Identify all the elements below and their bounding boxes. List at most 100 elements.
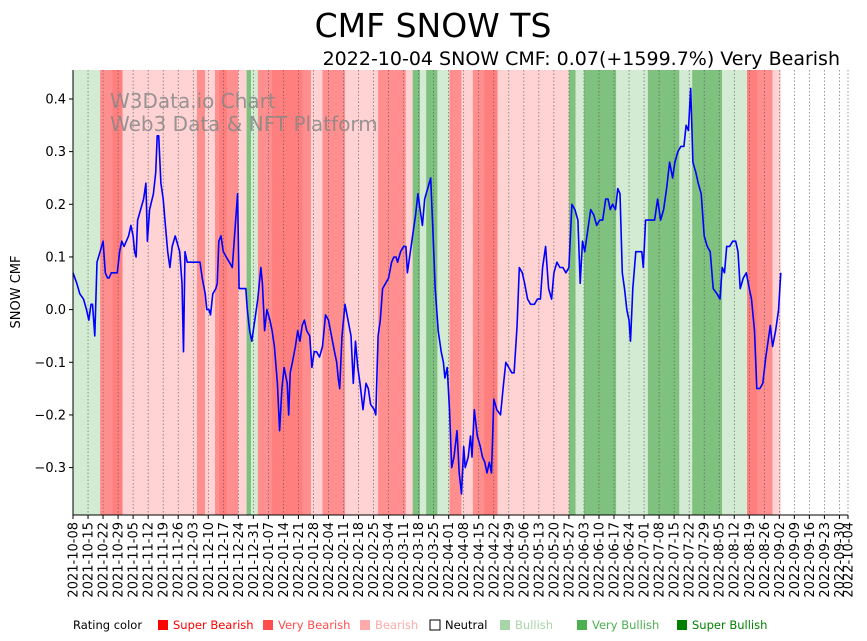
y-tick-label: 0.3 bbox=[45, 145, 66, 160]
band-bearish bbox=[311, 70, 323, 515]
band-bearish bbox=[772, 70, 781, 515]
band-very_bullish bbox=[412, 70, 421, 515]
x-tick-label: 2021-10-22 bbox=[97, 522, 112, 598]
x-tick-label: 2022-03-11 bbox=[397, 522, 412, 598]
legend-swatch-very_bullish bbox=[577, 620, 587, 630]
band-very_bearish bbox=[472, 70, 485, 515]
x-tick-label: 2022-07-01 bbox=[638, 522, 653, 598]
x-tick-label: 2021-12-24 bbox=[232, 522, 247, 598]
x-tick-label: 2022-02-04 bbox=[322, 522, 337, 598]
legend-swatch-neutral bbox=[429, 619, 441, 631]
x-tick-label: 2022-05-20 bbox=[547, 522, 562, 598]
x-tick-label: 2022-04-01 bbox=[442, 522, 457, 598]
x-tick-label: 2022-07-29 bbox=[698, 522, 713, 598]
legend-title: Rating color bbox=[73, 618, 142, 632]
series-layer bbox=[72, 87, 782, 495]
week-gridlines bbox=[72, 70, 849, 515]
series-line bbox=[72, 87, 782, 495]
x-tick-label: 2022-07-15 bbox=[668, 522, 683, 598]
x-tick-label: 2022-08-26 bbox=[758, 522, 773, 598]
x-tick-label: 2022-02-25 bbox=[367, 522, 382, 598]
y-tick-label: 0.4 bbox=[45, 92, 66, 107]
watermark-line-1: W3Data.io Chart bbox=[110, 89, 276, 113]
x-tick-label: 2022-03-04 bbox=[382, 522, 397, 598]
x-tick-label: 2022-09-16 bbox=[803, 522, 818, 598]
chart-title: CMF SNOW TS bbox=[315, 6, 552, 45]
legend-label-very_bullish: Very Bullish bbox=[592, 618, 659, 632]
band-bullish bbox=[437, 70, 450, 515]
band-super_bearish bbox=[747, 70, 758, 515]
band-very_bullish bbox=[426, 70, 438, 515]
x-tick-label: 2022-07-22 bbox=[683, 522, 698, 598]
x-tick-label: 2022-09-09 bbox=[788, 522, 803, 598]
watermark: W3Data.io Chart Web3 Data & NFT Platform bbox=[110, 89, 378, 136]
x-tick-label: 2021-11-12 bbox=[142, 522, 157, 598]
band-bullish bbox=[251, 70, 258, 515]
watermark-line-2: Web3 Data & NFT Platform bbox=[110, 112, 378, 136]
band-very_bearish bbox=[757, 70, 773, 515]
band-very_bearish bbox=[215, 70, 219, 515]
x-tick-label: 2022-09-30 bbox=[833, 522, 848, 598]
band-bearish bbox=[345, 70, 379, 515]
x-tick-label: 2022-06-03 bbox=[577, 522, 592, 598]
x-tick-label: 2022-07-08 bbox=[653, 522, 668, 598]
legend-swatch-very_bearish bbox=[263, 620, 273, 630]
x-tick-label: 2021-12-31 bbox=[247, 522, 262, 598]
legend-label-neutral: Neutral bbox=[445, 618, 487, 632]
y-axis-ticks: −0.3 −0.2 −0.1 0.0 0.1 0.2 0.3 0.4 bbox=[34, 92, 73, 476]
band-bearish bbox=[122, 70, 197, 515]
band-very_bearish bbox=[257, 70, 272, 515]
y-tick-label: 0.2 bbox=[45, 198, 66, 213]
band-bullish bbox=[722, 70, 748, 515]
x-tick-label: 2022-03-18 bbox=[412, 522, 427, 598]
band-very_bullish bbox=[692, 70, 723, 515]
x-tick-label: 2021-10-15 bbox=[82, 522, 97, 598]
x-tick-label: 2021-11-19 bbox=[157, 522, 172, 598]
x-tick-label: 2021-11-05 bbox=[127, 522, 142, 598]
band-bearish bbox=[405, 70, 413, 515]
band-bearish bbox=[205, 70, 216, 515]
band-bearish bbox=[238, 70, 247, 515]
x-tick-label: 2022-02-11 bbox=[337, 522, 352, 598]
band-very_bearish bbox=[100, 70, 113, 515]
x-tick-label: 2021-10-29 bbox=[112, 522, 127, 598]
legend-swatch-bearish bbox=[360, 620, 370, 630]
rating-legend: Rating color Super Bearish Very Bearish Bea… bbox=[73, 618, 767, 632]
x-tick-label: 2022-05-06 bbox=[517, 522, 532, 598]
rating-bands bbox=[73, 70, 781, 515]
x-tick-label: 2021-12-17 bbox=[217, 522, 232, 598]
x-tick-label: 2021-12-10 bbox=[202, 522, 217, 598]
x-tick-label: 2022-05-27 bbox=[562, 522, 577, 598]
band-bullish bbox=[679, 70, 693, 515]
band-bearish bbox=[497, 70, 569, 515]
legend-swatch-super_bullish bbox=[677, 620, 687, 630]
x-tick-label: 2022-06-24 bbox=[623, 522, 638, 598]
x-tick-label: 2022-05-13 bbox=[532, 522, 547, 598]
legend-label-bearish: Bearish bbox=[375, 618, 418, 632]
band-very_bullish bbox=[246, 70, 252, 515]
band-very_bearish bbox=[196, 70, 206, 515]
x-tick-label: 2022-09-23 bbox=[818, 522, 833, 598]
band-very_bearish bbox=[449, 70, 462, 515]
x-tick-label: 2022-10-04 bbox=[842, 522, 857, 598]
band-very_bearish bbox=[227, 70, 239, 515]
x-tick-label: 2022-06-10 bbox=[592, 522, 607, 598]
legend-label-very_bearish: Very Bearish bbox=[278, 618, 350, 632]
x-tick-label: 2022-04-15 bbox=[472, 522, 487, 598]
band-very_bearish bbox=[302, 70, 312, 515]
y-tick-label: −0.2 bbox=[34, 408, 66, 423]
band-very_bullish bbox=[568, 70, 576, 515]
x-tick-label: 2022-03-25 bbox=[427, 522, 442, 598]
band-super_bearish bbox=[112, 70, 123, 515]
x-tick-label: 2022-04-29 bbox=[502, 522, 517, 598]
band-bearish bbox=[461, 70, 473, 515]
x-tick-label: 2022-01-14 bbox=[277, 522, 292, 598]
legend-label-super_bearish: Super Bearish bbox=[173, 618, 254, 632]
x-axis-ticks: 2021-10-08 2021-10-15 2021-10-22 2021-10-29… bbox=[67, 515, 857, 598]
x-tick-label: 2022-01-07 bbox=[262, 522, 277, 598]
band-super_bearish bbox=[484, 70, 498, 515]
x-tick-label: 2022-09-02 bbox=[773, 522, 788, 598]
x-tick-label: 2022-02-18 bbox=[352, 522, 367, 598]
x-tick-label: 2022-08-05 bbox=[713, 522, 728, 598]
x-tick-label: 2022-04-22 bbox=[487, 522, 502, 598]
